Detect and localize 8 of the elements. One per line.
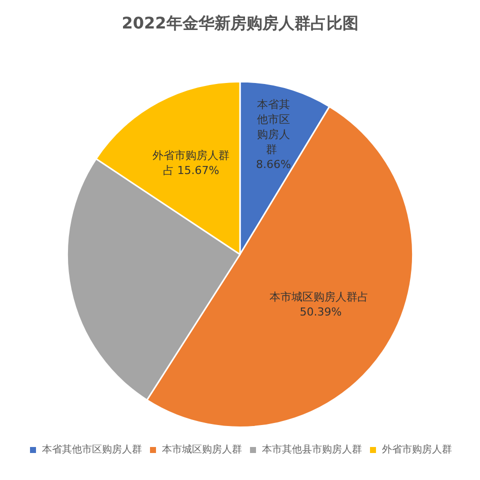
data-label: 本市城区购房人群占 50.39% — [269, 290, 372, 319]
legend-label: 外省市购房人群 — [382, 444, 452, 456]
legend-label: 本市其他县市购房人群 — [262, 444, 362, 456]
data-label: 外省市购房人群占 15.67% — [152, 149, 230, 178]
chart-title: 2022年金华新房购房人群占比图 — [122, 14, 358, 32]
legend-label: 本市城区购房人群 — [162, 444, 242, 456]
data-label: 本省其他市区购房人群 8.66% — [256, 98, 291, 172]
legend-label: 本省其他市区购房人群 — [42, 444, 142, 456]
